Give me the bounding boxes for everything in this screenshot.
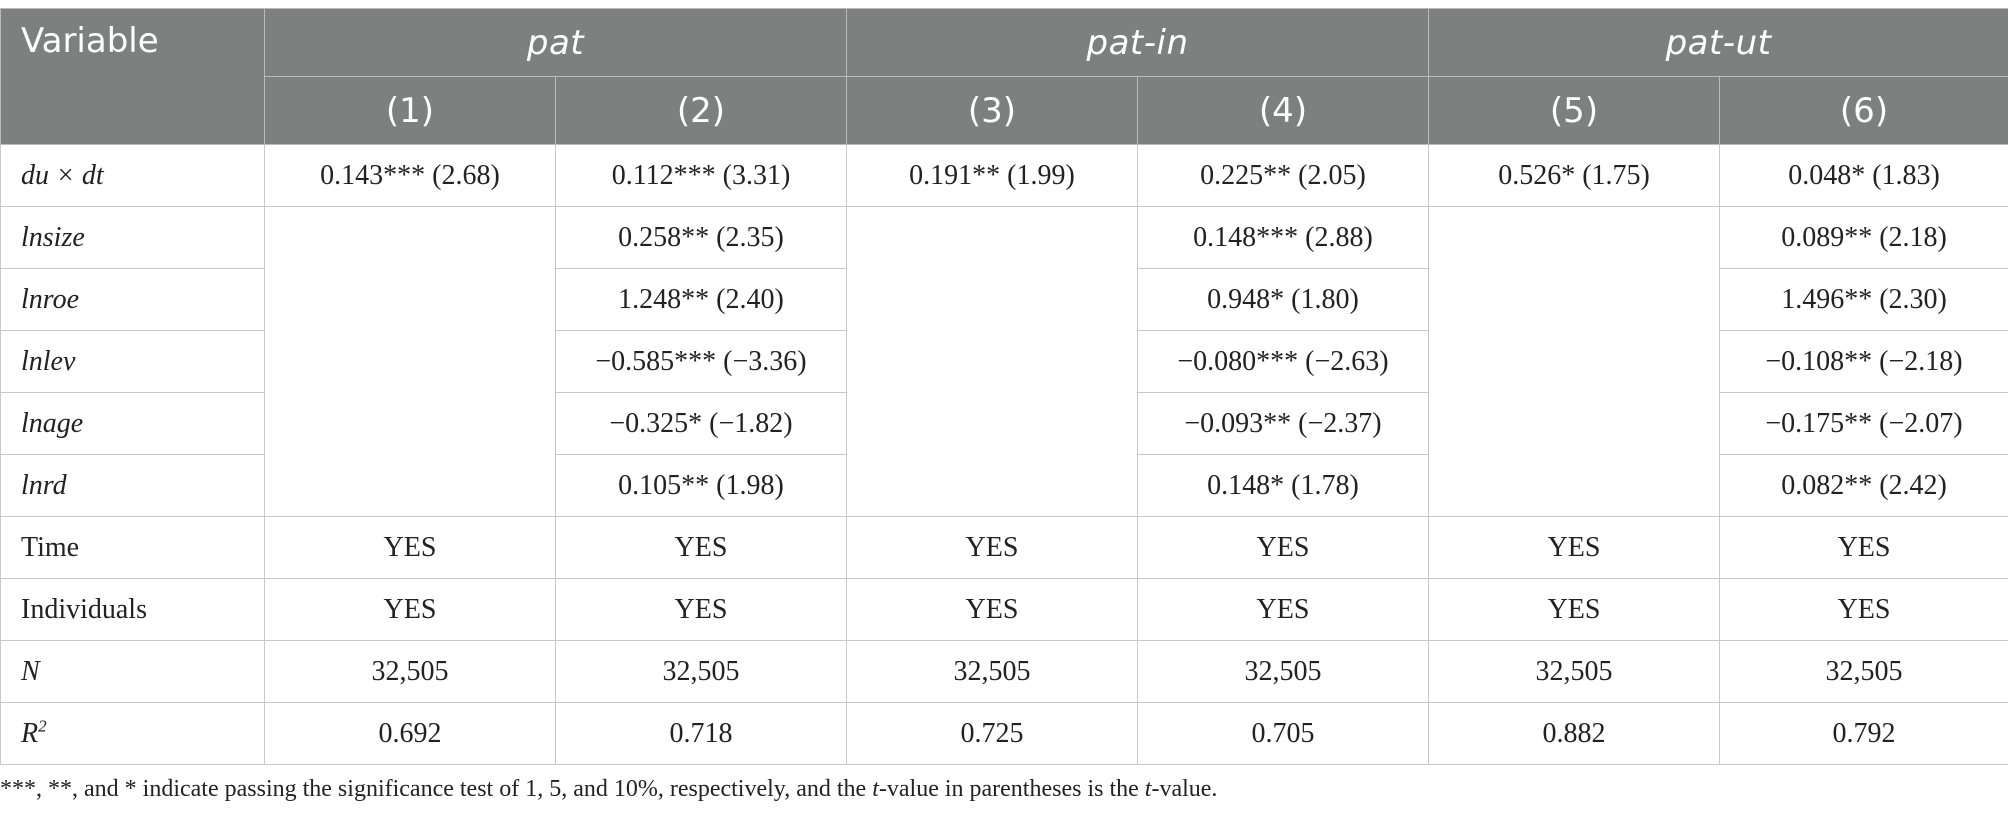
table-cell: 32,505 [846, 640, 1138, 703]
row-label: lnlev [0, 330, 265, 393]
table-cell: 0.705 [1136, 702, 1430, 765]
table-cell: 0.718 [555, 702, 847, 765]
table-cell: −0.080*** (−2.63) [1136, 330, 1430, 393]
table-cell: 0.725 [846, 702, 1138, 765]
table-cell: −0.093** (−2.37) [1136, 392, 1430, 455]
row-label: Individuals [0, 578, 265, 641]
row-label: N [0, 640, 265, 703]
row-label: lnroe [0, 268, 265, 331]
table-footnote: ***, **, and * indicate passing the sign… [0, 776, 1217, 803]
row-label: lnrd [0, 454, 265, 517]
table-cell: 0.105** (1.98) [555, 454, 847, 517]
table-row-n: N 32,505 32,505 32,505 32,505 32,505 32,… [0, 640, 2008, 703]
table-row-lnage: lnage −0.325* (−1.82) −0.093** (−2.37) −… [0, 392, 2008, 455]
table-cell: YES [264, 578, 556, 641]
table-header: Variable pat pat-in pat-ut (1) (2) (3) (… [0, 8, 2008, 145]
table-row-r2: R2 0.692 0.718 0.725 0.705 0.882 0.792 [0, 702, 2008, 765]
table-cell: 0.948* (1.80) [1136, 268, 1430, 331]
table-cell: −0.175** (−2.07) [1719, 392, 2008, 455]
footnote-text-2: -value in parentheses is the [878, 776, 1145, 802]
group-header-pat: pat [264, 8, 847, 77]
row-label: lnage [0, 392, 265, 455]
table-cell: 0.191** (1.99) [846, 144, 1138, 207]
table-cell: YES [1136, 516, 1430, 579]
table-cell: 32,505 [1428, 640, 1721, 703]
row-label: du × dt [0, 144, 265, 207]
table-row-lnlev: lnlev −0.585*** (−3.36) −0.080*** (−2.63… [0, 330, 2008, 393]
table-cell: −0.325* (−1.82) [555, 392, 847, 455]
r2-label-base: R [21, 717, 39, 749]
table-cell: 0.792 [1719, 702, 2008, 765]
empty-merged-cell-col1 [264, 206, 556, 517]
column-header-3: (3) [846, 76, 1138, 145]
row-label: R2 [0, 702, 265, 765]
table-cell: YES [1428, 578, 1721, 641]
footnote-t-italic-1: t [872, 776, 879, 802]
group-header-pat-ut: pat-ut [1428, 8, 2008, 77]
empty-merged-cell-col5 [1428, 206, 1721, 517]
table-cell: 0.148* (1.78) [1136, 454, 1430, 517]
table-row-du-dt: du × dt 0.143*** (2.68) 0.112*** (3.31) … [0, 144, 2008, 207]
table-cell: YES [1136, 578, 1430, 641]
table-cell: 0.048* (1.83) [1719, 144, 2008, 207]
variable-header: Variable [0, 8, 265, 145]
table-cell: 0.225** (2.05) [1136, 144, 1430, 207]
r2-label-superscript: 2 [38, 716, 47, 736]
table-cell: YES [555, 516, 847, 579]
table-cell: 0.143*** (2.68) [264, 144, 556, 207]
table-cell: 0.089** (2.18) [1719, 206, 2008, 269]
table-cell: YES [846, 516, 1138, 579]
table-cell: 32,505 [264, 640, 556, 703]
column-header-2: (2) [555, 76, 847, 145]
table-cell: YES [1428, 516, 1721, 579]
table-row-time: Time YES YES YES YES YES YES [0, 516, 2008, 579]
footnote-text-1: ***, **, and * indicate passing the sign… [0, 776, 873, 802]
row-label: Time [0, 516, 265, 579]
empty-merged-cell-col3 [846, 206, 1138, 517]
row-label: lnsize [0, 206, 265, 269]
footnote-text-3: -value. [1151, 776, 1218, 802]
table-cell: 0.112*** (3.31) [555, 144, 847, 207]
group-header-pat-in: pat-in [845, 8, 1430, 77]
table-cell: YES [1719, 516, 2008, 579]
table-cell: 32,505 [1136, 640, 1430, 703]
table-cell: 32,505 [555, 640, 847, 703]
table-row-individuals: Individuals YES YES YES YES YES YES [0, 578, 2008, 641]
table-cell: 1.496** (2.30) [1719, 268, 2008, 331]
column-header-1: (1) [264, 76, 556, 145]
table-cell: 1.248** (2.40) [555, 268, 847, 331]
table-row-lnrd: lnrd 0.105** (1.98) 0.148* (1.78) 0.082*… [0, 454, 2008, 517]
table-cell: 0.082** (2.42) [1719, 454, 2008, 517]
regression-table: Variable pat pat-in pat-ut (1) (2) (3) (… [0, 8, 2008, 765]
column-header-6: (6) [1719, 76, 2008, 145]
table-cell: 0.148*** (2.88) [1136, 206, 1430, 269]
table-body: du × dt 0.143*** (2.68) 0.112*** (3.31) … [0, 144, 2008, 765]
table-cell: YES [555, 578, 847, 641]
table-cell: 0.882 [1428, 702, 1721, 765]
footnote-t-italic-2: t [1144, 776, 1152, 802]
table-cell: −0.108** (−2.18) [1719, 330, 2008, 393]
table-cell: 0.526* (1.75) [1428, 144, 1721, 207]
table-cell: YES [1719, 578, 2008, 641]
table-cell: YES [264, 516, 556, 579]
table-row-lnsize: lnsize 0.258** (2.35) 0.148*** (2.88) 0.… [0, 206, 2008, 517]
column-header-5: (5) [1428, 76, 1721, 145]
column-header-4: (4) [1136, 76, 1430, 145]
table-cell: 0.692 [264, 702, 556, 765]
table-cell: 0.258** (2.35) [555, 206, 847, 269]
table-cell: 32,505 [1719, 640, 2008, 703]
table-cell: −0.585*** (−3.36) [555, 330, 847, 393]
table-cell: YES [846, 578, 1138, 641]
